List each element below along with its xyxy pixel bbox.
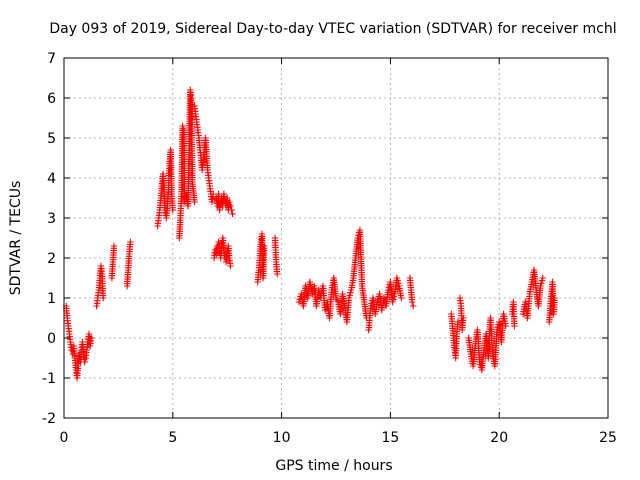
grid-lines (64, 58, 608, 418)
x-tick-label: 5 (168, 430, 177, 446)
data-point (321, 306, 329, 314)
x-tick-label: 15 (381, 430, 399, 446)
data-point (315, 286, 322, 294)
data-point (88, 334, 95, 342)
data-point-fill (347, 289, 354, 296)
y-tick-label: 2 (47, 251, 56, 267)
y-tick-label: -1 (42, 371, 56, 387)
data-point (460, 314, 467, 322)
data-point (410, 302, 417, 310)
y-axis-label: SDTVAR / TECUs (8, 181, 24, 296)
data-point (374, 298, 381, 306)
y-tick-label: 1 (47, 291, 56, 307)
x-tick-label: 0 (60, 430, 69, 446)
data-point (551, 294, 558, 302)
data-point (229, 210, 236, 218)
data-point (100, 294, 107, 302)
data-point-fill (390, 293, 398, 300)
data-point (389, 298, 396, 306)
data-point (191, 198, 198, 206)
data-point (169, 206, 176, 214)
x-tick-label: 10 (273, 430, 291, 446)
data-point (511, 322, 518, 330)
data-points (63, 86, 558, 382)
data-point (209, 190, 217, 198)
data-point (228, 206, 235, 214)
data-point (261, 242, 268, 250)
data-point (308, 290, 316, 298)
data-point (367, 302, 374, 310)
data-point (539, 274, 546, 282)
y-tick-label: 7 (47, 51, 56, 67)
data-point (393, 274, 401, 282)
axis-ticks: -2 -1 0 1 2 3 4 5 6 7 0 5 10 15 20 25 (42, 51, 617, 446)
data-point (398, 294, 405, 302)
data-point (385, 286, 392, 294)
data-point (227, 262, 234, 270)
data-point (274, 270, 281, 278)
data-point (179, 122, 186, 130)
data-point-fill (395, 280, 402, 287)
x-tick-label: 20 (490, 430, 508, 446)
data-point (227, 202, 234, 210)
y-tick-label: -2 (42, 411, 56, 427)
data-point (345, 294, 353, 302)
data-point (502, 322, 509, 330)
data-point (226, 198, 233, 206)
y-tick-label: 4 (47, 171, 56, 187)
data-point (81, 358, 88, 366)
data-point (380, 294, 388, 302)
data-point (476, 358, 483, 366)
data-point (110, 242, 118, 250)
plot-frame (63, 57, 609, 419)
y-tick-label: 3 (47, 211, 56, 227)
y-tick-label: 6 (47, 91, 56, 107)
x-tick-label: 25 (599, 430, 617, 446)
chart-title: Day 093 of 2019, Sidereal Day-to-day VTE… (49, 21, 616, 37)
data-point (409, 298, 416, 306)
data-point (127, 238, 134, 246)
data-point (537, 282, 544, 290)
x-axis-label: GPS time / hours (275, 458, 392, 474)
data-point-fill (538, 277, 546, 284)
y-tick-label: 0 (47, 331, 56, 347)
data-point (454, 318, 462, 326)
y-tick-label: 5 (47, 131, 56, 147)
